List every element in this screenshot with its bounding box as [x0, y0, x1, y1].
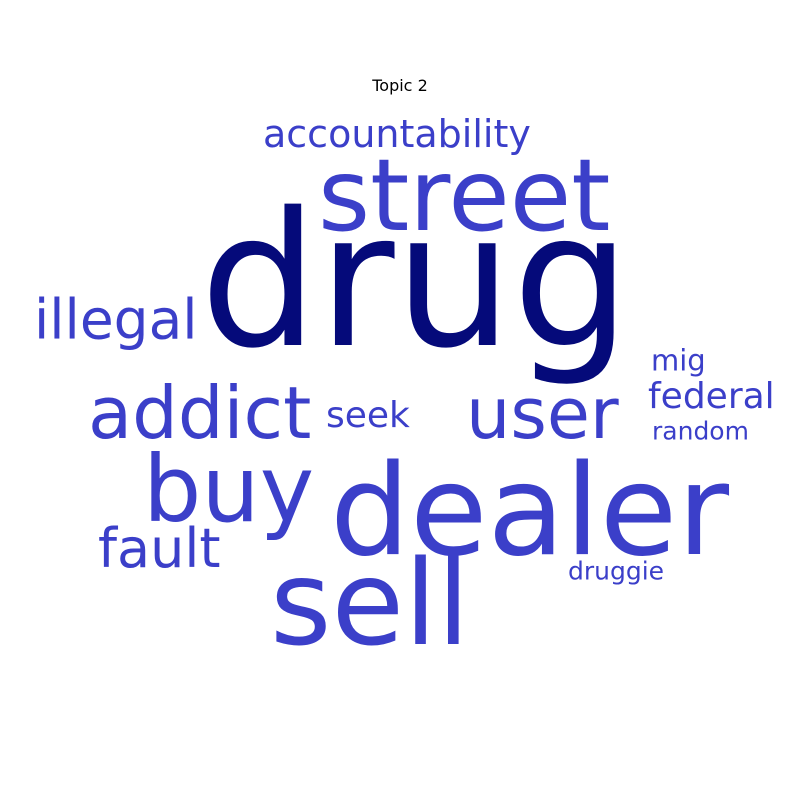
word-illegal: illegal	[34, 287, 198, 352]
word-user: user	[466, 373, 619, 455]
word-federal: federal	[648, 376, 775, 417]
word-addict: addict	[88, 371, 312, 455]
word-random: random	[652, 416, 749, 446]
word-accountability: accountability	[263, 112, 531, 156]
word-mig: mig	[651, 343, 706, 378]
word-fault: fault	[98, 517, 221, 580]
word-druggie: druggie	[568, 556, 665, 586]
word-dealer: dealer	[330, 437, 730, 584]
word-sell: sell	[270, 534, 470, 672]
word-seek: seek	[326, 395, 410, 436]
chart-title: Topic 2	[372, 76, 428, 95]
word-buy: buy	[143, 436, 315, 543]
word-drug: drug	[200, 172, 631, 389]
word-street: street	[318, 137, 611, 254]
